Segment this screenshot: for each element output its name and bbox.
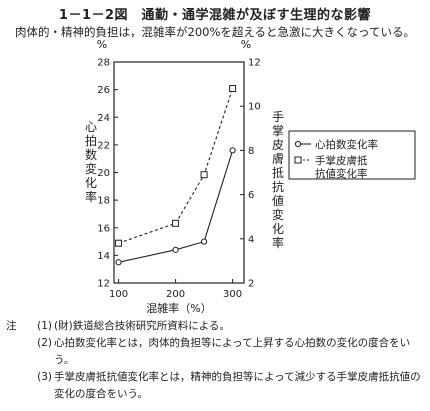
y-left-tick-label: 18 <box>97 196 110 207</box>
series-2-point <box>172 219 180 227</box>
y-left-tick-label: 20 <box>97 168 110 179</box>
note-text: (財)鉄道総合技術研究所資料による。 <box>54 320 230 332</box>
y-left-tick-label: 14 <box>97 251 110 262</box>
note-number: (1) <box>37 320 52 332</box>
legend-label-2-line: 抗値変化率 <box>315 167 368 180</box>
x-axis-label: 混雑率（%） <box>146 301 211 315</box>
y-left-unit: % <box>97 38 107 51</box>
series-1-point <box>115 259 122 266</box>
note-text: 心拍数変化率とは，肉体的負担等によって上昇する心拍数の変化の度合をいう。 <box>54 337 411 366</box>
legend-marker-1 <box>294 140 302 148</box>
series-line-1 <box>118 150 234 263</box>
y-left-tick-label: 12 <box>97 279 110 290</box>
y-right-tick-label: 8 <box>248 146 254 157</box>
series-line-2 <box>118 88 234 244</box>
y-left-tick-label: 28 <box>97 58 110 69</box>
note-number: (2) <box>37 337 52 349</box>
series-1-point <box>229 147 236 154</box>
y-left-axis-label: 心拍数変化率 <box>84 120 97 204</box>
y-left-tick-label: 24 <box>97 113 110 124</box>
series-2-point <box>200 171 208 179</box>
series-1-point <box>172 246 179 253</box>
series-2-point <box>115 239 123 247</box>
series-1-point <box>200 238 208 245</box>
y-left-tick-label: 26 <box>97 85 110 96</box>
note-text: 手掌皮膚抵抗値変化率とは，精神的負担等によって減少する手掌皮膚抵抗値の変化の度合… <box>54 371 421 400</box>
note-2: (2) 心拍数変化率とは，肉体的負担等によって上昇する心拍数の変化の度合をいう。 <box>20 335 424 369</box>
note-1: 注 (1) (財)鉄道総合技術研究所資料による。 <box>6 318 424 335</box>
y-right-tick-label: 4 <box>248 234 254 245</box>
y-right-tick-label: 12 <box>248 58 261 69</box>
notes-lead: 注 <box>6 320 17 332</box>
y-left-tick-label: 16 <box>97 223 110 234</box>
y-right-tick-label: 6 <box>248 190 254 201</box>
figure-title: 1－1－2図 通勤・通学混雑が及ぼす生理的な影響 <box>58 8 372 23</box>
note-number: (3) <box>37 371 52 383</box>
x-tick-label: 300 <box>223 289 242 300</box>
note-3: (3) 手掌皮膚抵抗値変化率とは，精神的負担等によって減少する手掌皮膚抵抗値の変… <box>20 369 424 403</box>
series-2-point <box>229 85 237 93</box>
x-tick-label: 100 <box>109 289 128 300</box>
legend-label-2-line: 手掌皮膚抵 <box>315 154 368 167</box>
y-right-unit: % <box>241 38 251 51</box>
legend-marker-2 <box>294 156 302 164</box>
y-right-axis-label: 手掌皮膚抵抗値変化率 <box>271 110 284 250</box>
notes: 注 (1) (財)鉄道総合技術研究所資料による。 (2) 心拍数変化率とは，肉体… <box>6 318 424 403</box>
plot-frame <box>113 61 245 284</box>
legend-label-2: 手掌皮膚抵抗値変化率 <box>315 154 368 180</box>
x-tick-label: 200 <box>166 289 185 300</box>
y-left-tick-label: 22 <box>97 140 110 151</box>
y-right-tick-label: 10 <box>248 102 261 113</box>
figure-subtitle: 肉体的・精神的負担は，混雑率が200%を超えると急激に大きくなっている。 <box>15 25 415 39</box>
legend-box <box>288 130 416 180</box>
legend-label-1: 心拍数変化率 <box>315 138 378 151</box>
y-right-tick-label: 2 <box>248 279 254 290</box>
